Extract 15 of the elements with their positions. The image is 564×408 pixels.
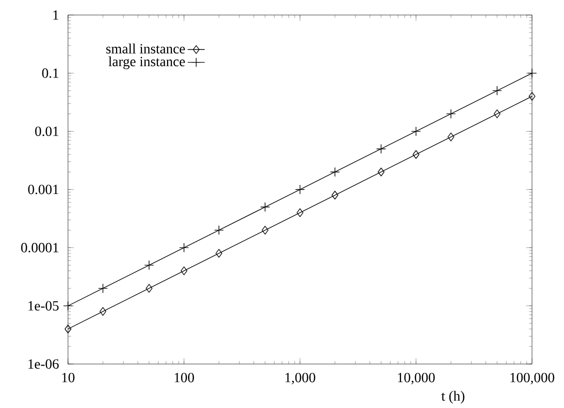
y-tick-label: 0.01 <box>35 126 58 136</box>
legend-label: small instance <box>106 44 185 54</box>
x-tick-label: 100 <box>174 372 194 382</box>
x-tick-label: 1,000 <box>285 372 316 384</box>
x-tick-label: 10 <box>62 372 74 382</box>
y-tick-label: 0.0001 <box>21 242 58 252</box>
y-tick-label: 1 <box>53 10 58 20</box>
x-tick-label: 10,000 <box>398 372 435 384</box>
x-axis-title: t (h) <box>441 390 464 404</box>
y-tick-label: 1e-06 <box>28 359 59 369</box>
y-tick-label: 0.001 <box>28 184 58 194</box>
y-tick-label: 1e-05 <box>28 301 59 311</box>
x-tick-label: 100,000 <box>510 372 554 384</box>
legend-label: large instance <box>108 56 185 70</box>
y-tick-label: 0.1 <box>42 68 58 78</box>
